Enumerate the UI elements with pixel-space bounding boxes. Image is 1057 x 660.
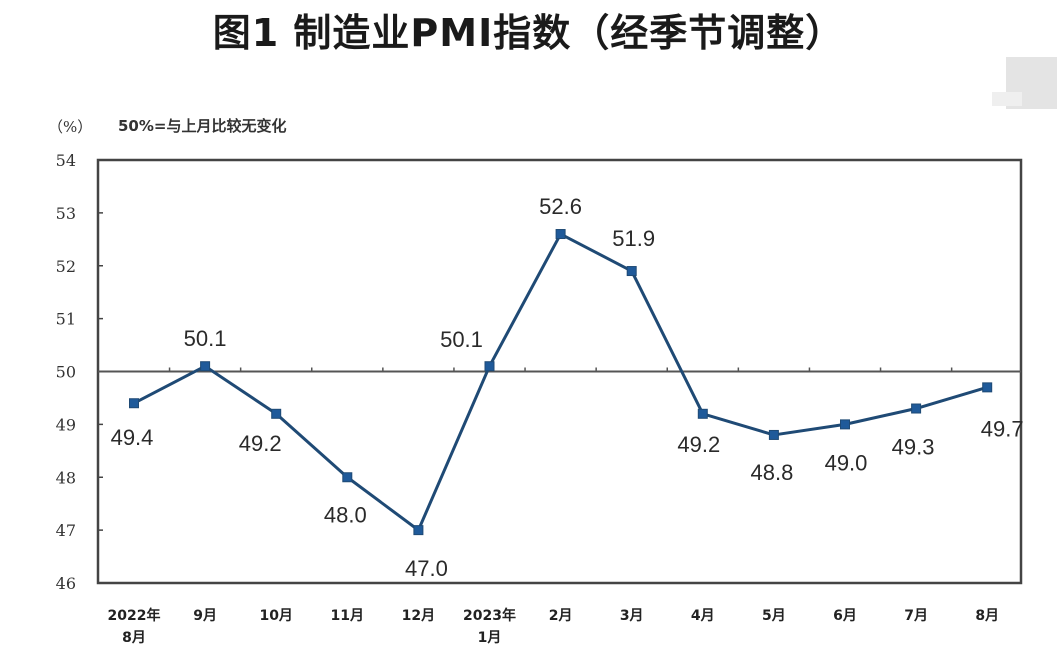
data-point-marker (200, 361, 211, 372)
series-line (133, 232, 988, 532)
x-tick-label: 11月 (331, 608, 364, 624)
data-point-marker (129, 398, 139, 409)
data-label: 48.8 (750, 460, 793, 485)
y-axis-unit-label: （%） (48, 118, 93, 136)
data-label: 49.2 (239, 431, 282, 456)
data-point-marker (911, 403, 922, 414)
data-label: 52.6 (539, 194, 582, 219)
y-tick-label: 53 (56, 204, 76, 223)
data-point-marker (768, 429, 779, 440)
y-tick-label: 48 (56, 468, 76, 487)
pmi-series (129, 229, 993, 536)
x-tick-label: 10月 (259, 608, 292, 624)
x-axis: 2022年 8月 9月 10月 11月 12月 2023年 1月 2月 3月 4月 5月 6月 7月 8月 (108, 607, 1000, 646)
data-point-marker (982, 382, 993, 393)
y-tick-label: 54 (56, 151, 76, 170)
y-tick-label: 51 (56, 310, 76, 329)
reference-note: 50%=与上月比较无变化 (118, 117, 287, 135)
data-point-marker (555, 229, 566, 240)
x-tick-label: 9月 (193, 608, 217, 624)
x-tick-label: 12月 (402, 608, 435, 624)
y-tick-label: 47 (56, 521, 76, 540)
x-tick-label: 4月 (691, 608, 715, 624)
y-tick-label: 46 (56, 574, 76, 593)
x-tick-label: 2月 (549, 608, 573, 624)
x-tick-label: 2023年 (463, 607, 516, 624)
data-label: 49.3 (892, 435, 935, 460)
data-label: 50.1 (184, 326, 227, 351)
data-point-marker (484, 361, 495, 372)
data-label: 49.0 (825, 450, 868, 475)
data-label: 50.1 (440, 327, 483, 352)
y-tick-label: 52 (56, 257, 76, 276)
x-tick-label: 2022年 (108, 607, 161, 624)
x-tick-label: 6月 (833, 608, 857, 624)
y-tick-label: 49 (56, 415, 76, 434)
chart-title: 图1 制造业PMI指数（经季节调整） (212, 11, 845, 55)
x-tick-label: 3月 (620, 608, 644, 624)
data-point-marker (271, 408, 282, 419)
data-label: 49.7 (981, 416, 1024, 441)
data-labels: 49.4 50.1 49.2 48.0 47.0 50.1 52.6 51.9 49.2 48.8… (111, 194, 1024, 581)
data-point-marker (697, 408, 708, 419)
x-tick-label: 7月 (904, 608, 928, 624)
blurred-overlay-secondary (992, 92, 1022, 106)
x-tick-label: 8月 (122, 630, 146, 646)
data-label: 47.0 (405, 556, 448, 581)
reference-line-50 (98, 367, 1021, 373)
data-point-marker (413, 525, 424, 536)
data-label: 49.4 (111, 425, 154, 450)
data-point-marker (840, 419, 850, 430)
y-axis: 46 47 48 49 50 51 52 53 54 (56, 151, 103, 593)
data-label: 51.9 (612, 226, 655, 251)
data-point-marker (342, 472, 353, 483)
x-tick-label: 8月 (975, 608, 999, 624)
x-tick-label: 1月 (478, 630, 502, 646)
y-tick-label: 50 (56, 363, 76, 382)
x-tick-label: 5月 (762, 608, 786, 624)
data-label: 49.2 (677, 432, 720, 457)
data-label: 48.0 (324, 502, 367, 527)
data-point-marker (626, 266, 637, 277)
